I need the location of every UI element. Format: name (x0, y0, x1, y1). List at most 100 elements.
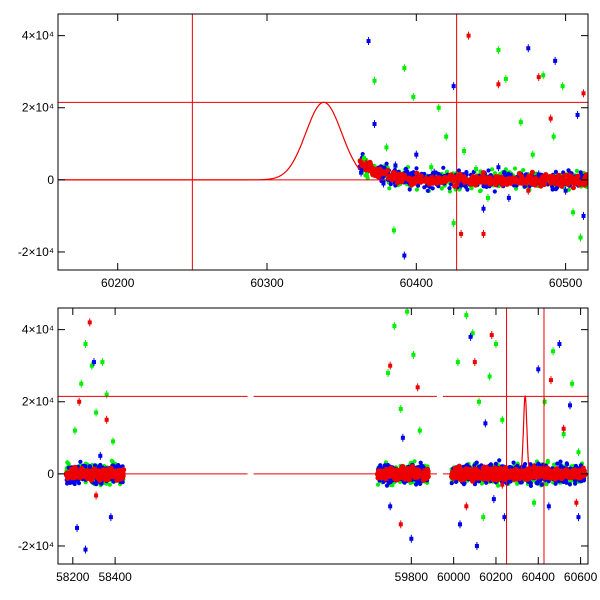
noise-point (400, 176, 406, 182)
model-curve (506, 394, 531, 475)
noise-point (548, 173, 555, 179)
plot-frame (57, 307, 589, 565)
noise-point (431, 178, 437, 184)
data-point (417, 428, 422, 433)
noise-point (486, 176, 492, 182)
x-tick-label: 60600 (564, 570, 598, 584)
noise-point (407, 187, 412, 192)
noise-point (484, 480, 489, 485)
noise-point (553, 474, 560, 480)
noise-point (545, 458, 550, 463)
noise-point (370, 171, 376, 177)
x-tick-label: 60000 (437, 570, 471, 584)
noise-point (544, 482, 549, 487)
data-point (432, 170, 437, 175)
noise-point (92, 463, 98, 468)
data-point (561, 426, 566, 431)
data-point (483, 421, 488, 426)
y-tick-label: 4×10⁴ (22, 323, 54, 337)
noise-point (460, 473, 466, 479)
data-point (388, 504, 393, 509)
data-point (72, 428, 77, 433)
noise-point (481, 467, 487, 473)
noise-point (470, 467, 476, 473)
noise-point (575, 173, 581, 179)
noise-point (472, 463, 477, 468)
data-point (581, 91, 586, 96)
axis-break (436, 307, 443, 565)
y-tick-label: 0 (47, 173, 54, 187)
data-point (548, 378, 553, 383)
noise-point (565, 462, 570, 467)
y-tick-label: -2×10⁴ (18, 539, 54, 553)
noise-point (408, 180, 414, 186)
noise-point (584, 180, 588, 186)
noise-point (418, 179, 424, 185)
data-point (455, 360, 460, 365)
noise-point (512, 179, 519, 185)
noise-point (480, 170, 486, 176)
noise-point (570, 175, 577, 181)
noise-point (514, 186, 519, 191)
data-point (451, 84, 456, 89)
data-point (464, 504, 469, 509)
noise-point (441, 165, 446, 170)
data-point (576, 450, 581, 455)
noise-point (505, 176, 511, 182)
top-panel: 60200 60300 60400 60500 4×10⁴ 2×10⁴ 0 -2×10⁴ (18, 13, 589, 290)
data-point (477, 399, 482, 404)
noise-point (486, 168, 491, 173)
noise-point (552, 462, 557, 467)
data-point (536, 172, 541, 177)
data-point (457, 522, 462, 527)
noise-point (516, 171, 522, 177)
data-point (459, 183, 464, 188)
noise-point (523, 475, 530, 481)
noise-point (384, 472, 390, 478)
noise-point (414, 170, 420, 176)
noise-point (503, 468, 509, 474)
data-point (581, 213, 586, 218)
data-point (500, 417, 505, 422)
data-point (470, 331, 475, 336)
data-point (526, 188, 531, 193)
noise-point (109, 458, 114, 463)
noise-point (528, 174, 534, 181)
data-point (111, 439, 116, 444)
data-point (391, 228, 396, 233)
noise-point (528, 483, 534, 488)
data-point (502, 515, 507, 520)
noise-point (490, 167, 495, 172)
data-point (481, 231, 486, 236)
data-point (462, 149, 467, 154)
noise-point (411, 176, 417, 182)
noise-point (424, 475, 430, 481)
noise-point (480, 473, 486, 479)
data-point (551, 134, 556, 139)
data-point (372, 121, 377, 126)
data-point (419, 464, 424, 469)
plot-area (58, 14, 588, 270)
noise-point (574, 473, 580, 479)
data-point (384, 145, 389, 150)
noise-point (545, 473, 551, 479)
data-point (493, 342, 498, 347)
noise-point (388, 182, 393, 187)
noise-point (519, 176, 526, 182)
x-tick-label: 59800 (395, 570, 429, 584)
data-point (548, 116, 553, 121)
noise-point (512, 166, 518, 171)
noise-point (385, 462, 390, 468)
noise-point (414, 482, 419, 487)
y-tick-label: 2×10⁴ (22, 395, 54, 409)
data-point (576, 515, 581, 520)
axis-break (247, 307, 254, 565)
data-point (536, 367, 541, 372)
plot-frame (57, 13, 589, 271)
data-point (459, 231, 464, 236)
noise-point (493, 461, 498, 466)
noise-point (390, 470, 396, 476)
data-point (485, 195, 490, 200)
noise-point (405, 469, 411, 475)
noise-point (557, 179, 563, 185)
